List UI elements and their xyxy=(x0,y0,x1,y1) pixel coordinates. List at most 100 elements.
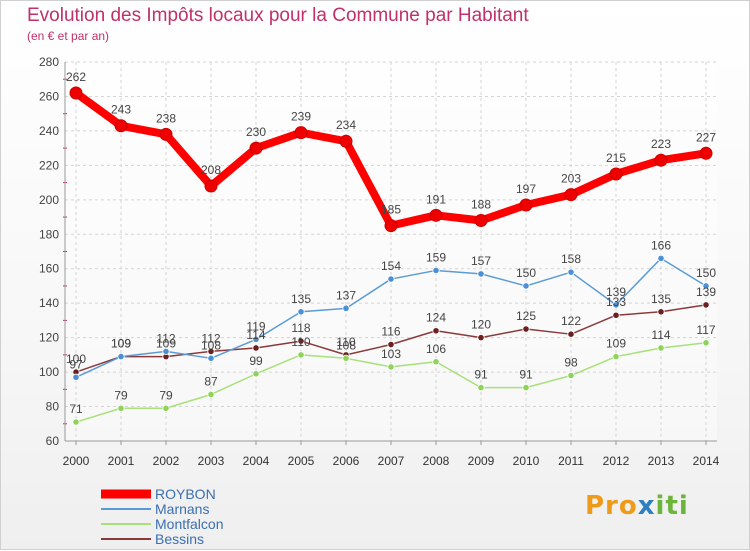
data-point xyxy=(252,335,260,343)
data-label: 135 xyxy=(651,292,671,306)
data-label: 191 xyxy=(426,192,446,206)
data-label: 125 xyxy=(516,309,536,323)
data-point xyxy=(477,270,485,278)
data-label: 122 xyxy=(561,314,581,328)
chart-title: Evolution des Impôts locaux pour la Comm… xyxy=(27,5,529,26)
data-point xyxy=(207,354,215,362)
data-label: 108 xyxy=(201,338,221,352)
data-point xyxy=(162,404,170,412)
data-label: 99 xyxy=(249,354,263,368)
data-point xyxy=(162,347,170,356)
data-label: 91 xyxy=(474,368,488,382)
data-point xyxy=(522,383,530,392)
data-label: 239 xyxy=(291,110,311,124)
y-tick-label: 220 xyxy=(39,158,59,172)
data-point xyxy=(657,344,665,352)
data-label: 157 xyxy=(471,254,491,268)
data-point xyxy=(297,351,305,359)
data-point xyxy=(702,339,710,347)
data-point xyxy=(252,370,260,378)
data-point xyxy=(567,268,575,276)
data-point xyxy=(342,304,350,312)
legend-label: ROYBON xyxy=(155,486,216,502)
data-label: 262 xyxy=(66,70,86,84)
data-point xyxy=(702,282,710,290)
data-point xyxy=(159,127,173,141)
y-tick-label: 280 xyxy=(39,55,59,69)
legend-label: Montfalcon xyxy=(155,516,223,532)
x-tick-label: 2009 xyxy=(468,454,495,468)
legend-label: Bessins xyxy=(155,531,204,547)
data-point xyxy=(294,126,308,140)
data-label: 79 xyxy=(159,388,173,402)
data-point xyxy=(117,404,125,412)
data-point xyxy=(207,347,215,356)
data-label: 109 xyxy=(111,337,131,351)
data-point xyxy=(519,198,533,212)
data-label: 118 xyxy=(291,321,310,335)
data-point xyxy=(249,141,263,155)
data-label: 159 xyxy=(426,250,446,264)
data-label: 150 xyxy=(696,266,716,280)
data-label: 133 xyxy=(606,295,626,309)
data-label: 116 xyxy=(381,325,400,339)
x-tick-label: 2004 xyxy=(243,454,270,468)
x-tick-label: 2003 xyxy=(198,454,225,468)
y-tick-label: 80 xyxy=(46,400,60,414)
legend-label: Marnans xyxy=(155,501,209,517)
data-point xyxy=(699,146,713,160)
data-label: 215 xyxy=(606,151,626,165)
data-point xyxy=(564,188,578,202)
x-tick-label: 2008 xyxy=(423,454,450,468)
data-point xyxy=(702,301,710,309)
data-label: 139 xyxy=(606,285,626,299)
x-tick-label: 2005 xyxy=(288,454,315,468)
data-label: 243 xyxy=(111,103,131,117)
data-point xyxy=(612,311,620,319)
data-point xyxy=(387,363,395,371)
data-label: 109 xyxy=(156,337,176,351)
data-point xyxy=(387,275,395,283)
x-tick-label: 2012 xyxy=(603,454,630,468)
data-point xyxy=(72,418,80,426)
data-point xyxy=(117,352,125,361)
y-tick-label: 240 xyxy=(39,124,59,138)
x-tick-label: 2006 xyxy=(333,454,360,468)
data-label: 208 xyxy=(201,163,221,177)
data-label: 227 xyxy=(696,130,716,144)
data-point xyxy=(567,330,575,338)
data-point xyxy=(657,308,665,316)
data-label: 230 xyxy=(246,125,266,139)
y-tick-label: 100 xyxy=(39,365,59,379)
data-label: 188 xyxy=(471,197,491,211)
data-label: 100 xyxy=(66,352,86,366)
y-tick-label: 200 xyxy=(39,193,59,207)
data-point xyxy=(654,153,668,167)
data-label: 114 xyxy=(651,328,670,342)
data-label: 166 xyxy=(651,238,671,252)
data-label: 108 xyxy=(336,338,356,352)
data-point xyxy=(207,390,215,399)
data-label: 223 xyxy=(651,137,671,151)
data-point xyxy=(297,337,305,345)
data-label: 109 xyxy=(606,337,626,351)
data-label: 79 xyxy=(114,388,128,402)
data-point xyxy=(522,325,530,333)
plot-area xyxy=(65,62,717,441)
x-tick-label: 2010 xyxy=(513,454,540,468)
data-label: 98 xyxy=(564,356,578,370)
y-tick-label: 180 xyxy=(39,227,59,241)
logo-part-3: iti xyxy=(655,491,689,521)
data-point xyxy=(429,208,443,222)
data-label: 197 xyxy=(516,182,536,196)
data-label: 124 xyxy=(426,311,446,325)
data-label: 119 xyxy=(246,319,265,333)
data-point xyxy=(114,119,128,133)
data-label: 154 xyxy=(381,259,401,273)
data-label: 203 xyxy=(561,172,581,186)
data-label: 139 xyxy=(696,285,716,299)
data-point xyxy=(612,301,620,309)
chart-subtitle: (en € et par an) xyxy=(27,29,110,43)
data-label: 137 xyxy=(336,288,356,302)
